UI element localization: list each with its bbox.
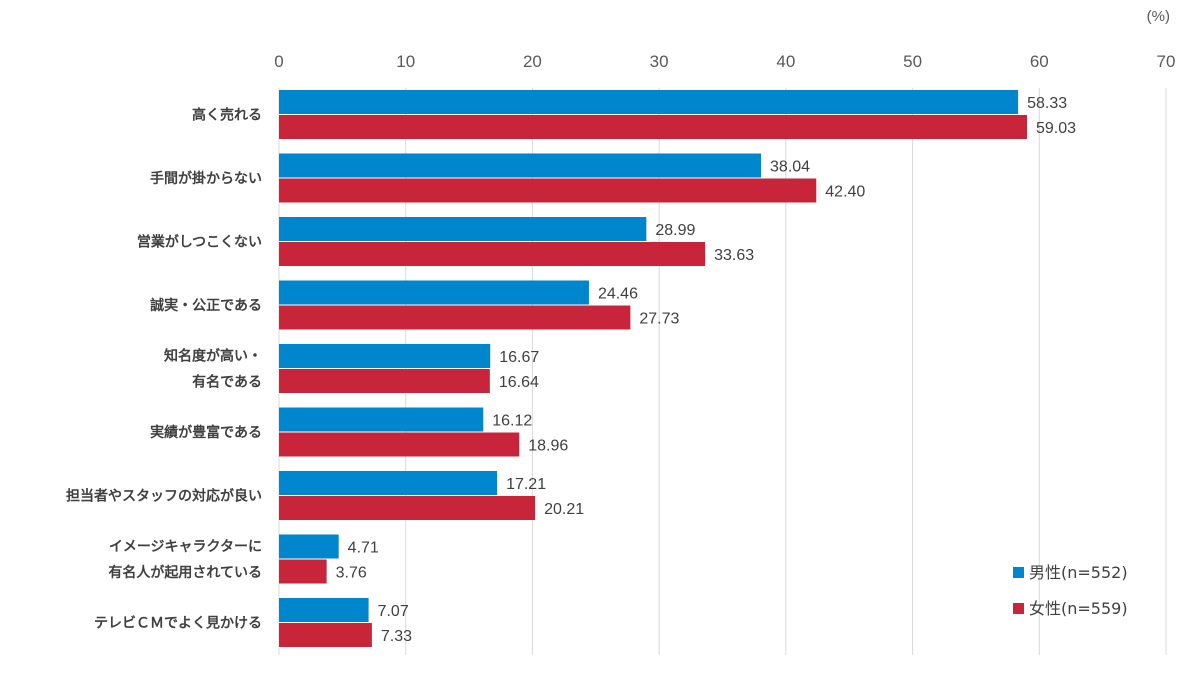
bar [279, 305, 631, 330]
bar [279, 242, 706, 266]
bar [279, 153, 762, 178]
data-label: 3.76 [336, 565, 367, 582]
bar [279, 407, 484, 432]
bar [279, 496, 536, 520]
data-label: 59.03 [1036, 120, 1076, 137]
bar [279, 471, 498, 495]
bar [279, 432, 520, 457]
data-label: 17.21 [506, 476, 546, 493]
category-label: 営業がしつこくない [137, 234, 262, 251]
unit-label: (%) [1147, 8, 1170, 25]
x-tick-label: 10 [396, 52, 415, 71]
legend: 男性(n=552) 女性(n=559) [1013, 563, 1128, 618]
category-label: 有名である [192, 374, 262, 391]
data-label: 20.21 [544, 501, 584, 518]
bar [279, 90, 1019, 114]
bar [279, 559, 327, 584]
data-label: 27.73 [639, 311, 679, 328]
bar [279, 623, 372, 647]
data-label: 7.33 [381, 628, 412, 645]
bar [279, 369, 490, 393]
x-tick-label: 0 [274, 52, 283, 71]
category-label: 担当者やスタッフの対応が良い [66, 488, 262, 505]
category-label: イメージキャラクターに [109, 539, 262, 555]
data-label: 4.71 [348, 540, 379, 557]
bar [279, 178, 817, 203]
x-tick-label: 50 [903, 52, 922, 71]
data-label: 16.64 [499, 374, 539, 391]
category-label: 誠実・公正である [150, 297, 262, 314]
category-label: 高く売れる [192, 107, 262, 124]
data-label: 16.12 [492, 413, 532, 430]
category-label: 手間が掛からない [150, 170, 262, 187]
legend-swatch [1013, 567, 1024, 578]
bar [279, 115, 1027, 139]
x-axis-tick-labels: 0 10 20 30 40 50 60 70 [274, 52, 1175, 71]
bars: 58.33 59.03 38.04 42.40 28.99 33.63 24.4627.73… [279, 90, 1076, 647]
x-tick-label: 30 [650, 52, 669, 71]
bar [279, 598, 369, 622]
category-label: 知名度が高い・ [164, 348, 262, 365]
category-label: 実績が豊富である [150, 424, 262, 441]
data-label: 58.33 [1027, 95, 1067, 112]
x-tick-label: 60 [1030, 52, 1049, 71]
x-tick-label: 20 [523, 52, 542, 71]
bar [279, 217, 647, 241]
x-tick-label: 70 [1157, 52, 1176, 71]
legend-label: 男性(n=552) [1029, 563, 1128, 582]
bar [279, 534, 339, 559]
data-label: 18.96 [528, 438, 568, 455]
category-label: 有名人が起用されている [108, 564, 262, 581]
bar [279, 280, 589, 305]
data-label: 24.46 [598, 286, 638, 303]
data-label: 33.63 [714, 247, 754, 264]
data-label: 42.40 [825, 184, 865, 201]
legend-swatch [1013, 603, 1024, 614]
data-label: 38.04 [770, 159, 810, 176]
bar [279, 344, 491, 368]
x-tick-label: 40 [776, 52, 795, 71]
category-label: テレビＣＭでよく見かける [94, 616, 262, 632]
legend-label: 女性(n=559) [1029, 599, 1128, 618]
category-labels: 高く売れる手間が掛からない営業がしつこくない誠実・公正である知名度が高い・有名で… [66, 107, 262, 632]
data-label: 28.99 [655, 222, 695, 239]
data-label: 7.07 [378, 603, 409, 620]
data-label: 16.67 [499, 349, 539, 366]
